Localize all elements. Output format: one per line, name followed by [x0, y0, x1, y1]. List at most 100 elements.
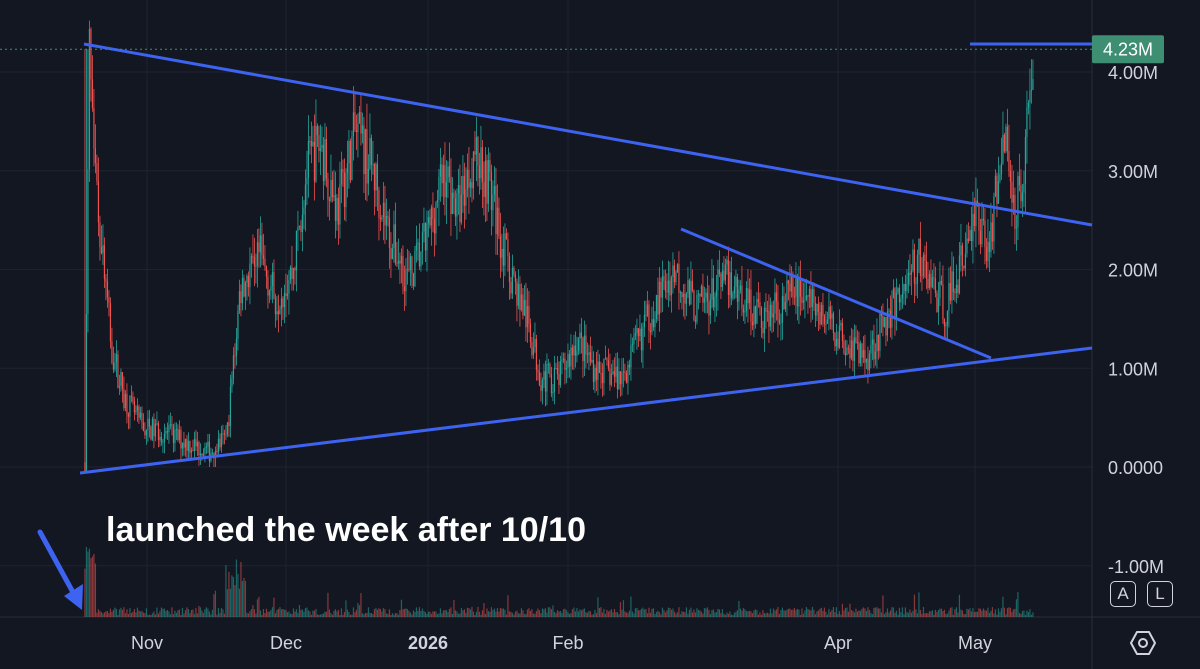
volume-bar: [844, 607, 847, 617]
volume-bar: [156, 607, 158, 617]
volume-bar: [744, 609, 746, 617]
volume-bar: [165, 611, 167, 617]
candle-body: [354, 112, 356, 130]
candle-body: [120, 372, 122, 387]
volume-bar: [799, 614, 802, 617]
candle-body: [150, 426, 152, 440]
candle-body: [585, 335, 587, 355]
log-scale-button[interactable]: L: [1147, 581, 1173, 607]
candle-body: [733, 286, 736, 294]
candle-body: [258, 242, 260, 253]
candle-body: [763, 307, 766, 334]
candle-body: [468, 169, 470, 188]
volume-bar: [361, 613, 364, 617]
candle-body: [153, 418, 155, 437]
volume-bar: [646, 613, 649, 617]
candle-body: [246, 275, 248, 283]
candle-body: [144, 431, 146, 436]
candle-body: [454, 198, 457, 217]
candle-body: [994, 175, 997, 197]
volume-bar: [982, 608, 985, 617]
last-price-label: 4.23M: [1092, 35, 1164, 64]
candle-body: [957, 284, 959, 294]
volume-bar: [342, 614, 344, 617]
y-tick-label: -1.00M: [1108, 557, 1164, 577]
volume-bar: [211, 609, 214, 617]
candle-body: [834, 333, 836, 347]
volume-bar: [561, 613, 563, 617]
volume-bar: [994, 609, 997, 617]
candle-body: [751, 321, 754, 326]
volume-bar: [868, 609, 871, 617]
x-tick-label: 2026: [408, 633, 448, 653]
volume-bar: [115, 608, 118, 617]
volume-bar: [433, 611, 436, 617]
volume-bar: [711, 610, 713, 617]
candle-body: [541, 379, 544, 391]
volume-bar: [388, 609, 391, 617]
candle-body: [643, 314, 646, 328]
volume-bar: [310, 614, 313, 617]
volume-bar: [139, 611, 142, 617]
candle-body: [808, 288, 811, 297]
volume-bar: [793, 607, 796, 617]
candle-body: [900, 298, 902, 303]
candle-body: [703, 297, 706, 303]
volume-bar: [490, 607, 493, 617]
volume-bar: [279, 607, 281, 617]
volume-bar: [349, 614, 352, 617]
candle-body: [390, 247, 392, 259]
volume-bar: [277, 608, 280, 617]
volume-bar: [694, 612, 697, 617]
volume-bar: [352, 607, 355, 617]
volume-bar: [120, 607, 122, 617]
candle-body: [180, 429, 182, 449]
candle-body: [807, 295, 809, 297]
candle-body: [630, 345, 632, 368]
volume-bar: [223, 613, 226, 617]
candle-body: [813, 289, 815, 304]
candle-body: [411, 256, 413, 274]
candle-body: [991, 222, 994, 242]
volume-bar: [957, 612, 959, 617]
volume-bar: [660, 614, 662, 617]
candle-body: [346, 163, 349, 174]
candle-body: [295, 230, 298, 271]
volume-bar: [228, 571, 230, 617]
volume-bar: [465, 612, 467, 617]
candle-body: [634, 332, 637, 336]
candle-body: [931, 277, 934, 288]
volume-bar: [549, 607, 551, 617]
volume-bar: [949, 607, 952, 617]
volume-bar: [382, 608, 385, 617]
volume-bar: [910, 612, 913, 617]
candle-body: [595, 367, 598, 380]
candle-body: [777, 301, 779, 320]
volume-bar: [417, 610, 419, 617]
volume-bar: [513, 614, 515, 617]
candle-body: [352, 112, 355, 137]
volume-bar: [340, 608, 343, 617]
candle-body: [871, 339, 874, 345]
candle-body: [594, 367, 596, 382]
volume-bar: [808, 609, 811, 617]
candle-body: [273, 272, 275, 299]
candle-body: [765, 307, 767, 312]
volume-bar: [1014, 608, 1016, 617]
volume-bar: [624, 611, 626, 617]
candle-body: [154, 423, 157, 437]
volume-bar: [316, 614, 319, 617]
candle-body: [252, 255, 254, 258]
volume-bar: [438, 613, 440, 617]
volume-bar: [589, 611, 592, 617]
settings-hexagon-icon[interactable]: [1129, 629, 1157, 657]
volume-bar: [463, 609, 466, 617]
candle-body: [321, 144, 323, 149]
auto-scale-button[interactable]: A: [1110, 581, 1136, 607]
volume-bar: [961, 610, 964, 617]
volume-bar: [822, 610, 824, 617]
volume-bar: [105, 611, 107, 617]
volume-bar: [301, 609, 304, 617]
volume-bar: [753, 610, 755, 617]
